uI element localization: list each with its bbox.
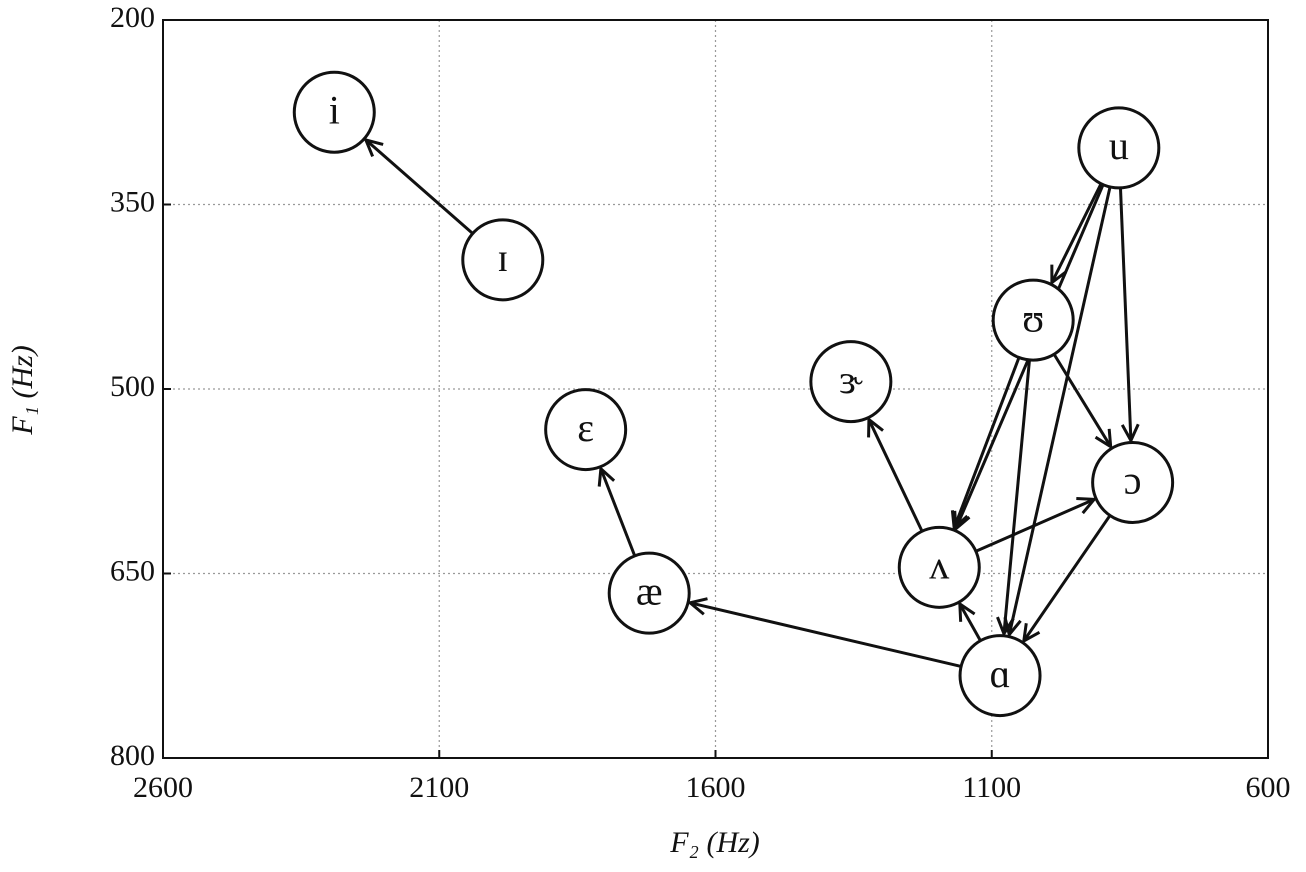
y-tick-label: 500 — [110, 370, 155, 403]
vowel-label: ɪ — [497, 235, 508, 280]
vowel-circle — [607, 551, 691, 635]
x-tick-label: 1100 — [962, 771, 1021, 804]
x-tick-label: 1600 — [686, 771, 746, 804]
plot-frame — [162, 19, 1269, 759]
y-tick-label: 800 — [110, 739, 155, 772]
arrow — [601, 469, 637, 557]
arrow — [1009, 186, 1112, 635]
vowel-circle — [461, 218, 545, 302]
vowel-label: ɔ — [1124, 458, 1142, 503]
y-tick-label: 350 — [110, 185, 155, 218]
arrow — [1024, 514, 1112, 641]
vowel-label: ɑ — [990, 651, 1011, 696]
arrow — [1118, 187, 1130, 441]
vowel-circle — [544, 388, 628, 472]
arrow — [954, 356, 1021, 529]
vowel-circle — [1091, 440, 1175, 524]
vowel-circle — [292, 70, 376, 154]
y-axis-title: F₁ (Hz) — [6, 345, 39, 436]
vowel-label: u — [1109, 123, 1129, 168]
x-tick-label: 2100 — [409, 771, 469, 804]
vowel-label: ʌ — [929, 543, 949, 588]
vowel-label: æ — [636, 568, 663, 613]
vowel-circle — [1077, 106, 1161, 190]
arrow — [1052, 353, 1111, 446]
arrow — [1052, 183, 1103, 283]
arrow — [869, 420, 924, 532]
vowel-label: ɝ — [839, 357, 863, 402]
vowel-label: ʊ — [1022, 295, 1044, 340]
y-tick-label: 650 — [110, 554, 155, 587]
vowel-circle — [991, 278, 1075, 362]
x-tick-label: 600 — [1246, 771, 1291, 804]
vowel-circle — [958, 634, 1042, 718]
x-axis-title: F₂ (Hz) — [669, 826, 760, 859]
vowel-label: i — [329, 87, 340, 132]
vowel-circle — [809, 340, 893, 424]
vowel-label: ɛ — [577, 405, 594, 450]
x-tick-label: 2600 — [133, 771, 193, 804]
y-tick-label: 200 — [110, 1, 155, 34]
arrow — [366, 140, 474, 235]
arrow — [1004, 359, 1031, 634]
vowel-circle — [897, 525, 981, 609]
arrow — [690, 603, 962, 668]
arrow — [960, 604, 982, 642]
